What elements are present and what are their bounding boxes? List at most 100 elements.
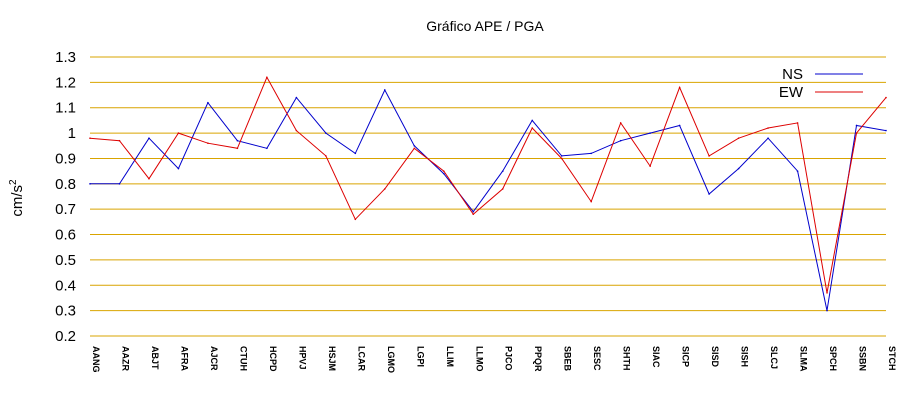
data-point-ns (678, 124, 681, 127)
y-tick-label: 0.5 (55, 252, 76, 269)
y-tick-label: 1.3 (55, 49, 76, 66)
data-point-ew (384, 188, 386, 190)
data-point-ew (590, 200, 592, 203)
data-point-ns (855, 124, 858, 127)
data-point-ew (678, 86, 681, 89)
x-tick-label: SPCH (828, 346, 838, 371)
x-tick-label: LGPI (415, 346, 425, 367)
y-tick-label: 0.2 (55, 328, 76, 345)
data-point-ns (89, 183, 91, 185)
x-tick-label: SIAC (651, 346, 661, 368)
x-tick-label: SHTH (622, 346, 632, 371)
series-line-ew (89, 76, 887, 293)
x-tick-label: SICP (681, 346, 691, 367)
data-point-ns (885, 129, 887, 132)
data-point-ew (560, 157, 563, 160)
data-point-ew (531, 127, 534, 129)
x-tick-label: PPQR (533, 346, 543, 372)
y-tick-label: 1.1 (55, 100, 76, 117)
data-point-ns (501, 170, 504, 172)
data-point-ew (325, 155, 327, 157)
data-point-ns (325, 132, 327, 134)
legend-label-ns: NS (782, 66, 803, 83)
grid-lines (90, 56, 886, 337)
data-point-ew (649, 165, 651, 167)
data-point-ew (266, 76, 268, 79)
legend-label-ew: EW (779, 84, 804, 101)
y-tick-label: 0.8 (55, 176, 76, 193)
data-point-ns (619, 139, 622, 142)
y-axis-label-superscript: 2 (8, 179, 19, 185)
x-tick-label: AAZR (120, 346, 130, 371)
data-point-ns (236, 139, 239, 142)
data-point-ew (236, 147, 239, 150)
data-point-ew (737, 137, 740, 139)
y-tick-label: 0.7 (55, 201, 76, 218)
data-point-ns (207, 101, 209, 104)
data-point-ns (384, 89, 386, 91)
data-point-ew (177, 132, 180, 134)
x-tick-label: STCH (887, 346, 897, 371)
y-axis-label-text: cm/s (9, 185, 26, 217)
data-point-ew (442, 170, 445, 172)
x-tick-label: CTUH (238, 346, 248, 371)
data-point-ew (354, 218, 357, 221)
data-point-ew (118, 139, 121, 142)
data-point-ew (148, 177, 150, 180)
data-point-ns (590, 152, 592, 155)
x-axis-ticks: AANG AAZR ABJT AFRA AJCR CTUH HCPD HPVJ HSJM LCAR… (91, 346, 897, 373)
data-point-ns (531, 119, 534, 122)
x-tick-label: LGMO (386, 346, 396, 373)
data-point-ew (767, 127, 769, 129)
data-point-ns (560, 155, 563, 157)
data-point-ew (796, 122, 799, 124)
data-point-ew (826, 292, 828, 294)
data-point-ew (472, 213, 475, 216)
y-axis-ticks: 1.3 1.2 1.1 1 0.9 0.8 0.7 0.6 0.5 0.4 0.3 0.2 (55, 49, 76, 345)
data-point-ew (619, 122, 622, 124)
chart-title: Gráfico APE / PGA (426, 18, 544, 34)
y-tick-label: 0.4 (55, 277, 76, 294)
x-tick-label: SLMA (799, 346, 809, 372)
data-point-ns (796, 170, 799, 172)
x-tick-label: AFRA (179, 346, 189, 371)
data-point-ns (767, 137, 769, 139)
data-point-ns (118, 183, 121, 185)
y-tick-label: 1 (68, 125, 76, 142)
data-point-ew (501, 188, 504, 190)
x-tick-label: HCPD (268, 346, 278, 372)
data-point-ns (354, 152, 357, 155)
data-point-ns (472, 210, 475, 213)
x-tick-label: LCAR (356, 346, 366, 371)
series-line-ns (90, 88, 887, 311)
data-point-ew (885, 96, 887, 99)
x-tick-label: SISD (710, 346, 720, 368)
data-point-ew (855, 132, 858, 134)
data-point-ns (737, 167, 740, 170)
data-point-ew (295, 129, 298, 132)
y-tick-label: 0.9 (55, 150, 76, 167)
x-tick-label: ABJT (150, 346, 160, 370)
x-tick-label: AJCR (209, 346, 219, 371)
x-tick-label: LLIM (445, 346, 455, 367)
data-point-ns (442, 172, 445, 175)
data-point-ew (89, 137, 91, 139)
y-tick-label: 0.3 (55, 303, 76, 320)
data-point-ns (826, 309, 828, 312)
data-point-ew (413, 147, 416, 150)
data-point-ns (649, 132, 651, 134)
x-tick-label: LLMO (474, 346, 484, 372)
data-point-ns (177, 167, 180, 170)
data-point-ns (708, 193, 710, 195)
y-tick-label: 0.6 (55, 227, 76, 244)
x-tick-label: HSJM (327, 346, 337, 371)
data-point-ew (708, 155, 710, 157)
x-tick-label: SSBN (858, 346, 868, 371)
data-point-ew (207, 142, 209, 145)
x-tick-label: SLCJ (769, 346, 779, 369)
x-tick-label: PJCO (504, 346, 514, 371)
y-axis-label: cm/s2 (8, 179, 26, 217)
